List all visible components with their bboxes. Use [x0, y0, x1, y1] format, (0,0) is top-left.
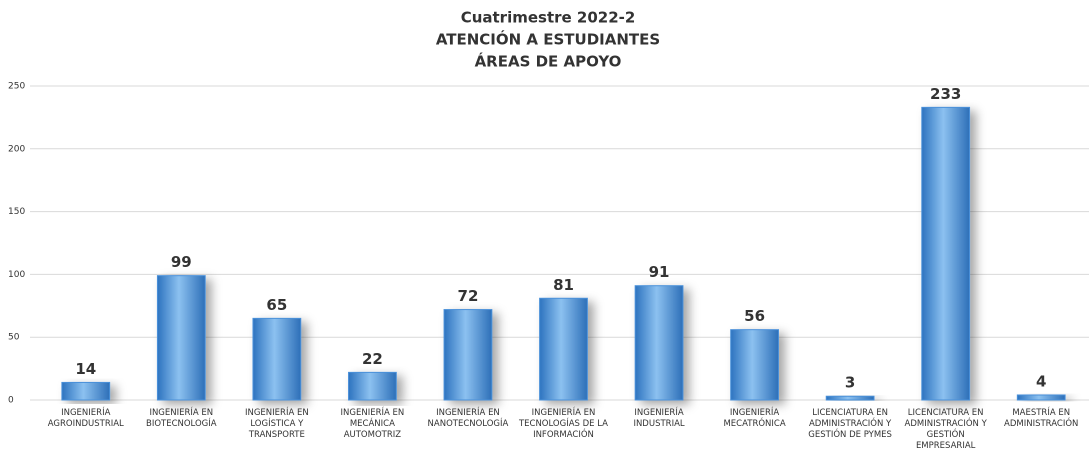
x-tick-label: INGENIERÍA EN NANOTECNOLOGÍA — [427, 408, 509, 429]
data-label: 3 — [845, 374, 855, 392]
bar — [921, 106, 971, 401]
x-tick-label: INGENIERÍA EN MECÁNICA AUTOMOTRIZ — [340, 408, 405, 440]
x-tick-label: INGENIERÍA EN BIOTECNOLOGÍA — [145, 408, 217, 429]
x-tick-label: INGENIERÍA MECATRÓNICA — [723, 408, 786, 429]
data-label: 65 — [266, 296, 287, 314]
bar — [443, 309, 493, 401]
y-tick-label: 50 — [8, 333, 20, 343]
bar — [1016, 394, 1066, 401]
chart-title: ATENCIÓN A ESTUDIANTES — [436, 30, 660, 49]
bar — [61, 381, 111, 401]
bar — [634, 285, 684, 401]
chart-title: Cuatrimestre 2022-2 — [461, 9, 636, 27]
x-tick-label: INGENIERÍA EN LOGÍSTICA Y TRANSPORTE — [244, 408, 309, 440]
x-tick-label: LICENCIATURA EN ADMINISTRACIÓN Y GESTIÓN… — [808, 408, 892, 440]
y-tick-label: 150 — [8, 207, 25, 217]
y-tick-label: 200 — [8, 144, 25, 154]
chart-title: ÁREAS DE APOYO — [475, 52, 622, 71]
data-label: 81 — [553, 276, 574, 294]
bar — [348, 371, 397, 401]
data-label: 4 — [1036, 372, 1046, 390]
x-tick-label: INGENIERÍA INDUSTRIAL — [633, 408, 685, 429]
bar — [252, 317, 302, 401]
y-tick-label: 100 — [8, 270, 25, 280]
x-tick-label: INGENIERÍA EN TECNOLOGÍAS DE LA INFORMAC… — [518, 408, 608, 440]
x-tick-label: LICENCIATURA EN ADMINISTRACIÓN Y GESTIÓN… — [904, 408, 987, 451]
data-label: 14 — [75, 360, 96, 378]
data-label: 233 — [930, 85, 961, 103]
data-label: 99 — [171, 253, 192, 271]
bar — [730, 329, 779, 401]
x-tick-label: INGENIERÍA AGROINDUSTRIAL — [47, 408, 124, 429]
data-label: 72 — [458, 287, 479, 305]
bar — [156, 275, 206, 401]
y-tick-label: 250 — [8, 82, 25, 92]
data-label: 22 — [362, 350, 383, 368]
data-label: 91 — [649, 263, 670, 281]
x-tick-label: MAESTRÍA EN ADMINISTRACIÓN — [1004, 408, 1079, 429]
data-label: 56 — [744, 307, 765, 325]
y-tick-label: 0 — [8, 396, 14, 406]
bar — [825, 395, 875, 401]
bar — [539, 297, 588, 401]
